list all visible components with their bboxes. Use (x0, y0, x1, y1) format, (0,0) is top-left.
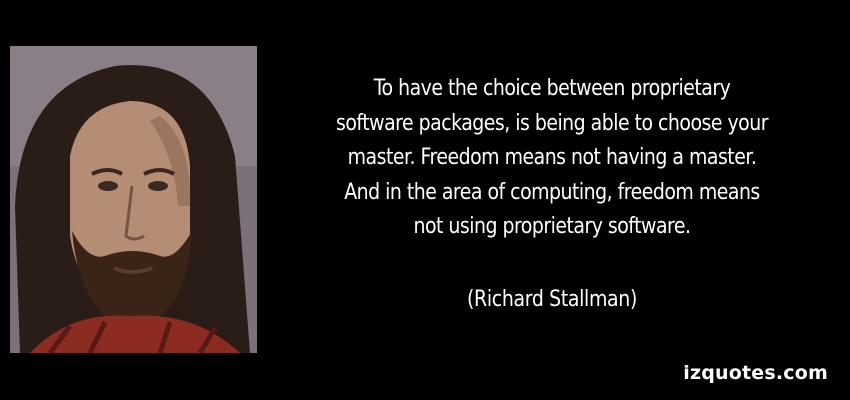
quote-line-3: master. Freedom means not having a maste… (347, 145, 757, 170)
quote-attribution: (Richard Stallman) (467, 287, 637, 312)
quote-line-5: not using proprietary software. (413, 214, 691, 239)
quote-line-4: And in the area of computing, freedom me… (344, 179, 760, 205)
quote-line-2: software packages, is being able to choo… (336, 110, 768, 136)
author-portrait (10, 46, 257, 353)
quote-line-1: To have the choice between proprietary (373, 76, 731, 101)
quote-text: To have the choice between proprietary s… (303, 72, 802, 245)
site-watermark: izquotes.com (683, 362, 828, 384)
portrait-illustration (10, 46, 257, 353)
